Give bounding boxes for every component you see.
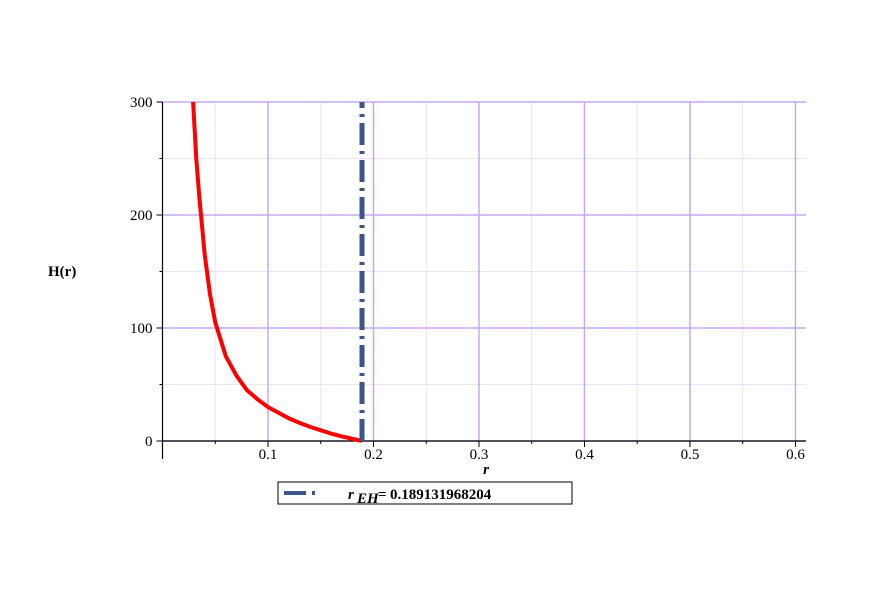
legend-name: r bbox=[348, 487, 354, 503]
curve bbox=[191, 101, 363, 443]
legend-box bbox=[277, 481, 573, 505]
legend-subscript: EH bbox=[356, 491, 380, 507]
y-axis-label: H(r) bbox=[48, 264, 76, 280]
y-tick-label: 0 bbox=[145, 434, 153, 450]
y-tick-label: 100 bbox=[130, 321, 153, 337]
legend-value: 0.189131968204 bbox=[390, 487, 492, 503]
x-tick-label: 0.4 bbox=[575, 447, 594, 463]
y-tick-label: 200 bbox=[130, 208, 153, 224]
x-tick-label: 0.6 bbox=[786, 447, 805, 463]
x-tick-label: 0.5 bbox=[681, 447, 700, 463]
x-axis-label: r bbox=[483, 462, 489, 478]
y-tick-label: 300 bbox=[130, 95, 153, 111]
x-tick-label: 0.1 bbox=[259, 447, 278, 463]
plot-area: 0.1 0.2 0.3 0.4 0.5 0.6 0 100 200 300 bbox=[130, 95, 806, 463]
legend-relation: = bbox=[378, 487, 387, 503]
x-tick-label: 0.2 bbox=[364, 447, 383, 463]
x-tick-label: 0.3 bbox=[470, 447, 489, 463]
